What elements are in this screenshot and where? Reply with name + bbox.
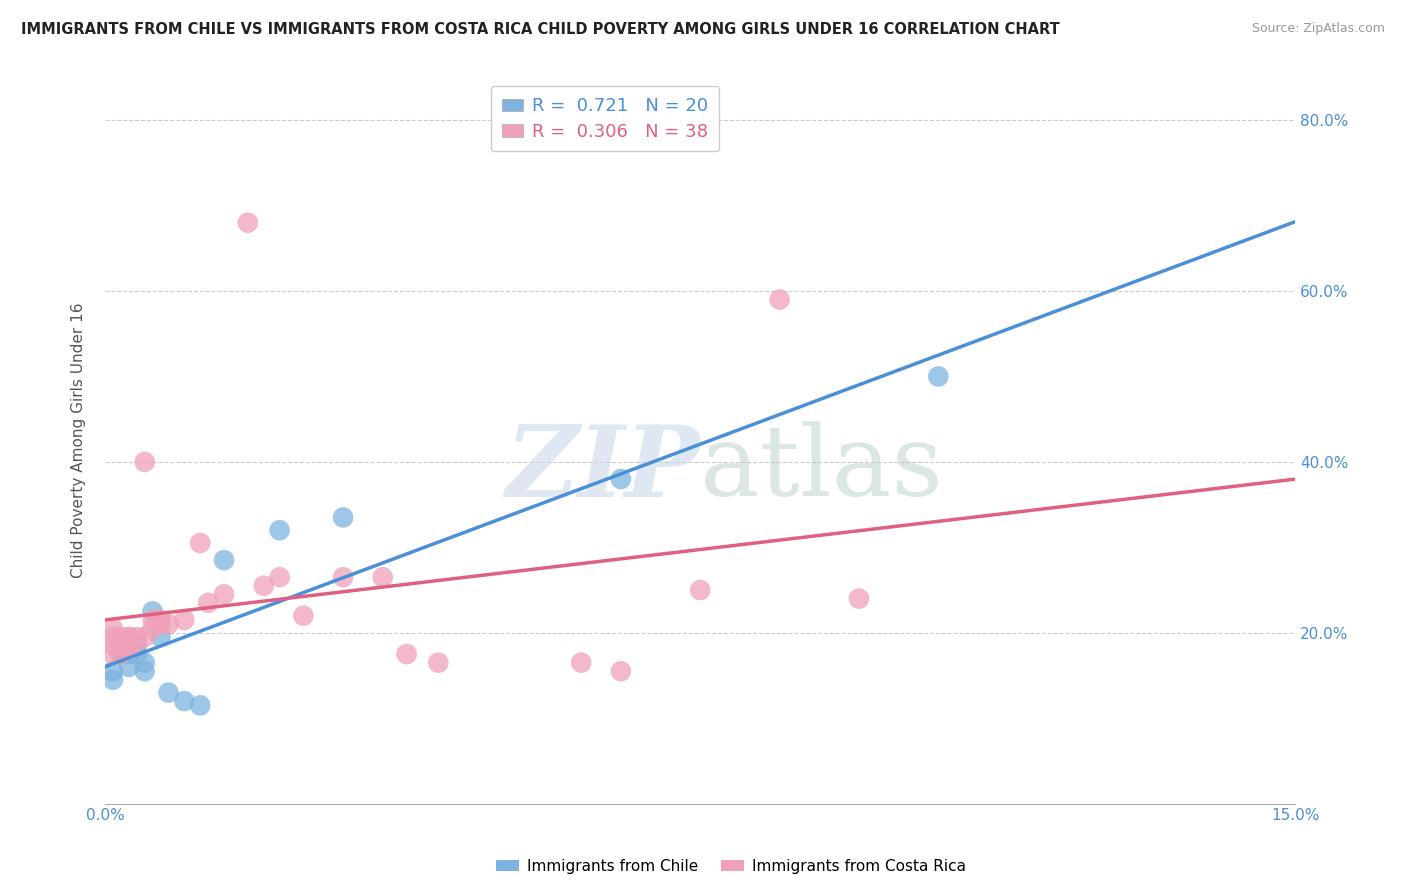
Point [110,639,132,653]
Point [173,694,195,708]
Point [269,523,291,537]
Point [142,604,165,618]
Point [110,647,132,661]
Point [125,647,148,661]
Point [118,643,141,657]
Text: ZIP: ZIP [505,421,700,518]
Point [689,582,711,597]
Point [118,647,141,661]
Point [118,639,141,653]
Point [292,608,315,623]
Legend: Immigrants from Chile, Immigrants from Costa Rica: Immigrants from Chile, Immigrants from C… [491,853,972,880]
Point [197,596,219,610]
Point [101,673,124,687]
Point [125,634,148,648]
Point [110,639,132,653]
Point [610,664,633,678]
Text: IMMIGRANTS FROM CHILE VS IMMIGRANTS FROM COSTA RICA CHILD POVERTY AMONG GIRLS UN: IMMIGRANTS FROM CHILE VS IMMIGRANTS FROM… [21,22,1060,37]
Point [212,553,235,567]
Legend: R =  0.721   N = 20, R =  0.306   N = 38: R = 0.721 N = 20, R = 0.306 N = 38 [491,87,720,152]
Point [332,570,354,584]
Point [157,685,180,699]
Point [101,630,124,644]
Point [768,293,790,307]
Point [134,455,156,469]
Point [110,630,132,644]
Point [142,613,165,627]
Point [125,630,148,644]
Point [118,660,141,674]
Text: Source: ZipAtlas.com: Source: ZipAtlas.com [1251,22,1385,36]
Point [173,613,195,627]
Point [134,664,156,678]
Point [332,510,354,524]
Point [101,622,124,636]
Point [157,617,180,632]
Y-axis label: Child Poverty Among Girls Under 16: Child Poverty Among Girls Under 16 [72,302,86,578]
Point [188,536,211,550]
Point [101,647,124,661]
Point [101,639,124,653]
Point [269,570,291,584]
Point [118,630,141,644]
Point [110,647,132,661]
Point [212,587,235,601]
Point [395,647,418,661]
Point [101,664,124,678]
Point [610,472,633,486]
Point [118,630,141,644]
Point [125,639,148,653]
Point [848,591,870,606]
Point [134,630,156,644]
Point [427,656,450,670]
Point [188,698,211,713]
Point [371,570,394,584]
Point [149,613,172,627]
Point [110,639,132,653]
Point [149,617,172,632]
Point [236,216,259,230]
Point [253,579,276,593]
Point [149,630,172,644]
Point [134,656,156,670]
Point [142,622,165,636]
Point [569,656,592,670]
Point [927,369,949,384]
Text: atlas: atlas [700,422,943,517]
